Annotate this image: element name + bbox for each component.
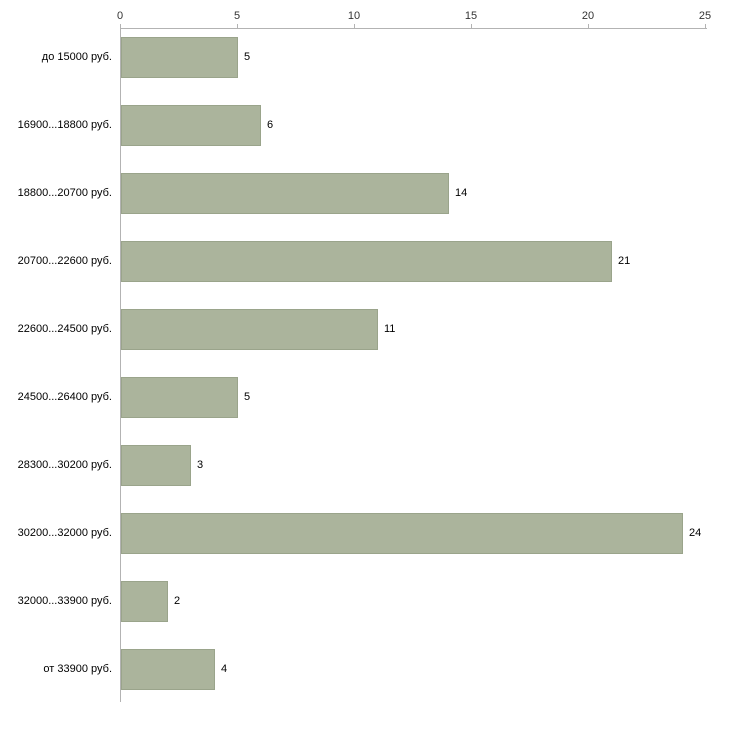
category-label: от 33900 руб. [43, 663, 112, 675]
bar [121, 377, 238, 418]
x-axis-tick-label: 20 [581, 10, 595, 22]
value-label: 3 [197, 459, 204, 471]
category-label: до 15000 руб. [41, 51, 112, 63]
x-axis-tick-mark [120, 24, 121, 28]
value-label: 14 [455, 187, 468, 199]
x-axis-tick-label: 5 [233, 10, 241, 22]
value-label: 11 [384, 323, 396, 335]
bar [121, 241, 612, 282]
bar [121, 581, 168, 622]
x-axis-tick-label: 25 [698, 10, 712, 22]
value-label: 5 [244, 391, 251, 403]
category-label: 28300...30200 руб. [17, 459, 112, 471]
x-axis-tick-mark [237, 24, 238, 28]
y-axis-line [120, 28, 121, 702]
value-label: 4 [221, 663, 228, 675]
x-axis-tick-mark [471, 24, 472, 28]
bar [121, 105, 261, 146]
category-label: 24500...26400 руб. [17, 391, 112, 403]
x-axis-tick-mark [588, 24, 589, 28]
bar [121, 309, 378, 350]
category-label: 18800...20700 руб. [17, 187, 112, 199]
bar [121, 445, 191, 486]
value-label: 5 [244, 51, 251, 63]
value-label: 2 [174, 595, 181, 607]
category-label: 16900...18800 руб. [17, 119, 112, 131]
category-label: 32000...33900 руб. [17, 595, 112, 607]
value-label: 6 [267, 119, 274, 131]
x-axis-line [120, 28, 707, 29]
category-label: 20700...22600 руб. [17, 255, 112, 267]
bar [121, 513, 683, 554]
x-axis-tick-mark [705, 24, 706, 28]
value-label: 24 [689, 527, 702, 539]
bar [121, 649, 215, 690]
x-axis-tick-mark [354, 24, 355, 28]
category-label: 30200...32000 руб. [17, 527, 112, 539]
x-axis-tick-label: 0 [116, 10, 124, 22]
x-axis-tick-label: 15 [464, 10, 478, 22]
category-label: 22600...24500 руб. [17, 323, 112, 335]
bar [121, 37, 238, 78]
x-axis-tick-label: 10 [347, 10, 361, 22]
bar [121, 173, 449, 214]
value-label: 21 [618, 255, 631, 267]
